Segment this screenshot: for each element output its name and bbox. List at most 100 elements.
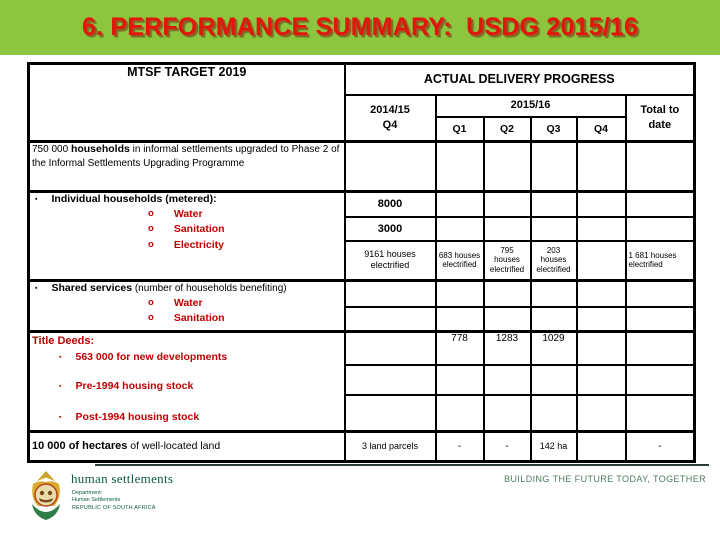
- list-item-water: o Water: [148, 207, 342, 223]
- slide-title: 6. PERFORMANCE SUMMARY: USDG 2015/16: [81, 13, 639, 41]
- department-label: Department:: [72, 490, 103, 496]
- empty-cell: [529, 190, 578, 218]
- coat-of-arms-logo: [32, 471, 60, 520]
- empty-cell: [575, 215, 627, 242]
- empty-cell: [575, 393, 627, 433]
- post-1994-label: Post-1994 housing stock: [75, 410, 200, 423]
- square-bullet-icon: ▪: [59, 354, 62, 362]
- value-title-deeds-q1: 778: [434, 330, 485, 366]
- col-header-2014-15-q4: 2014/15 Q4: [343, 93, 437, 143]
- empty-cell: [575, 279, 627, 308]
- square-bullet-icon: ▪: [35, 196, 38, 203]
- circle-bullet-icon: o: [148, 296, 154, 308]
- empty-cell: [575, 363, 627, 396]
- logo-brand-text: human settlements: [71, 471, 174, 486]
- shared-services-heading: ▪ Shared services (number of households …: [32, 282, 342, 296]
- col-header-mtsf-target: MTSF TARGET 2019: [27, 62, 346, 143]
- target-informal-settlements: 750 000 households in informal settlemen…: [27, 140, 346, 193]
- empty-cell: [343, 279, 437, 308]
- empty-cell: [575, 430, 627, 463]
- empty-cell: [343, 330, 437, 366]
- empty-cell: [575, 140, 627, 193]
- empty-cell: [434, 305, 485, 333]
- target-shared-services: ▪ Shared services (number of households …: [27, 279, 346, 333]
- list-item-pre-1994: ▪ Pre-1994 housing stock: [56, 380, 342, 394]
- circle-bullet-icon: o: [148, 239, 154, 251]
- target-title-deeds: Title Deeds: ▪ 563 000 for new developme…: [27, 330, 346, 433]
- value-title-deeds-q2: 1283: [482, 330, 532, 366]
- slide-title-bar: 6. PERFORMANCE SUMMARY: USDG 2015/16: [0, 0, 720, 55]
- list-item-shared-sanitation: o Sanitation: [148, 311, 342, 327]
- shared-services-label: Shared services (number of households be…: [51, 282, 287, 296]
- list-item-electricity: o Electricity: [148, 238, 342, 254]
- value-electrified-total: 1 681 houses electrified: [624, 239, 696, 282]
- shared-services-label-bold: Shared services: [51, 282, 133, 295]
- col-header-actual-delivery: ACTUAL DELIVERY PROGRESS: [343, 62, 696, 96]
- shared-services-label-rest: (number of households benefiting): [132, 283, 287, 295]
- empty-cell: [434, 140, 485, 193]
- list-item-sanitation: o Sanitation: [148, 222, 342, 238]
- informal-text-prefix: 750 000: [32, 144, 71, 156]
- empty-cell: [343, 140, 437, 193]
- empty-cell: [434, 279, 485, 308]
- empty-cell: [434, 363, 485, 396]
- target-individual-households: ▪ Individual households (metered): o Wat…: [27, 190, 346, 282]
- square-bullet-icon: ▪: [59, 382, 62, 390]
- empty-cell: [624, 330, 696, 366]
- circle-bullet-icon: o: [148, 223, 154, 235]
- col-header-total-to-date: Total to date: [624, 93, 696, 143]
- value-electrified-q3: 203 houses electrified: [529, 239, 578, 282]
- shared-water-label: Water: [173, 296, 203, 309]
- value-title-deeds-q3: 1029: [529, 330, 578, 366]
- value-land-2014q4: 3 land parcels: [343, 430, 437, 463]
- square-bullet-icon: ▪: [35, 285, 38, 292]
- informal-text-bold: households: [70, 143, 130, 156]
- square-bullet-icon: ▪: [59, 413, 62, 421]
- col-header-q2: Q2: [482, 115, 532, 143]
- value-electrified-q2: 795 houses electrified: [482, 239, 532, 282]
- circle-bullet-icon: o: [148, 312, 154, 324]
- empty-cell: [482, 140, 532, 193]
- individual-households-label: Individual households (metered):: [51, 193, 217, 206]
- value-land-q1: -: [434, 430, 485, 463]
- empty-cell: [482, 190, 532, 218]
- col-header-q1: Q1: [434, 115, 485, 143]
- empty-cell: [624, 279, 696, 308]
- value-land-q3: 142 ha: [529, 430, 578, 463]
- empty-cell: [343, 393, 437, 433]
- fy-2014-label: 2014/15: [370, 104, 410, 117]
- new-developments-label: 563 000 for new developments: [75, 351, 228, 364]
- empty-cell: [434, 190, 485, 218]
- col-header-q4: Q4: [575, 115, 627, 143]
- informal-text-rest: in informal settlements upgraded to Phas…: [32, 144, 340, 169]
- empty-cell: [529, 215, 578, 242]
- empty-cell: [529, 363, 578, 396]
- value-land-total: -: [624, 430, 696, 463]
- fy-2014-quarter-label: Q4: [382, 118, 398, 131]
- circle-bullet-icon: o: [148, 207, 154, 219]
- empty-cell: [624, 305, 696, 333]
- sanitation-label: Sanitation: [173, 223, 225, 236]
- empty-cell: [624, 215, 696, 242]
- empty-cell: [624, 393, 696, 433]
- empty-cell: [482, 215, 532, 242]
- empty-cell: [482, 393, 532, 433]
- value-land-q2: -: [482, 430, 532, 463]
- col-header-q3: Q3: [529, 115, 578, 143]
- individual-households-heading: ▪ Individual households (metered):: [32, 193, 342, 207]
- empty-cell: [529, 393, 578, 433]
- empty-cell: [482, 363, 532, 396]
- empty-cell: [529, 140, 578, 193]
- footer-tagline: BUILDING THE FUTURE TODAY, TOGETHER: [504, 474, 706, 484]
- land-text-bold: 10 000 of hectares: [32, 440, 128, 453]
- title-deeds-heading: Title Deeds:: [32, 335, 95, 347]
- water-label: Water: [173, 207, 203, 220]
- empty-cell: [575, 190, 627, 218]
- land-text-rest: of well-located land: [127, 440, 221, 453]
- empty-cell: [434, 393, 485, 433]
- list-item-new-developments: ▪ 563 000 for new developments: [56, 351, 342, 365]
- pre-1994-label: Pre-1994 housing stock: [75, 379, 194, 392]
- empty-cell: [575, 239, 627, 282]
- empty-cell: [482, 279, 532, 308]
